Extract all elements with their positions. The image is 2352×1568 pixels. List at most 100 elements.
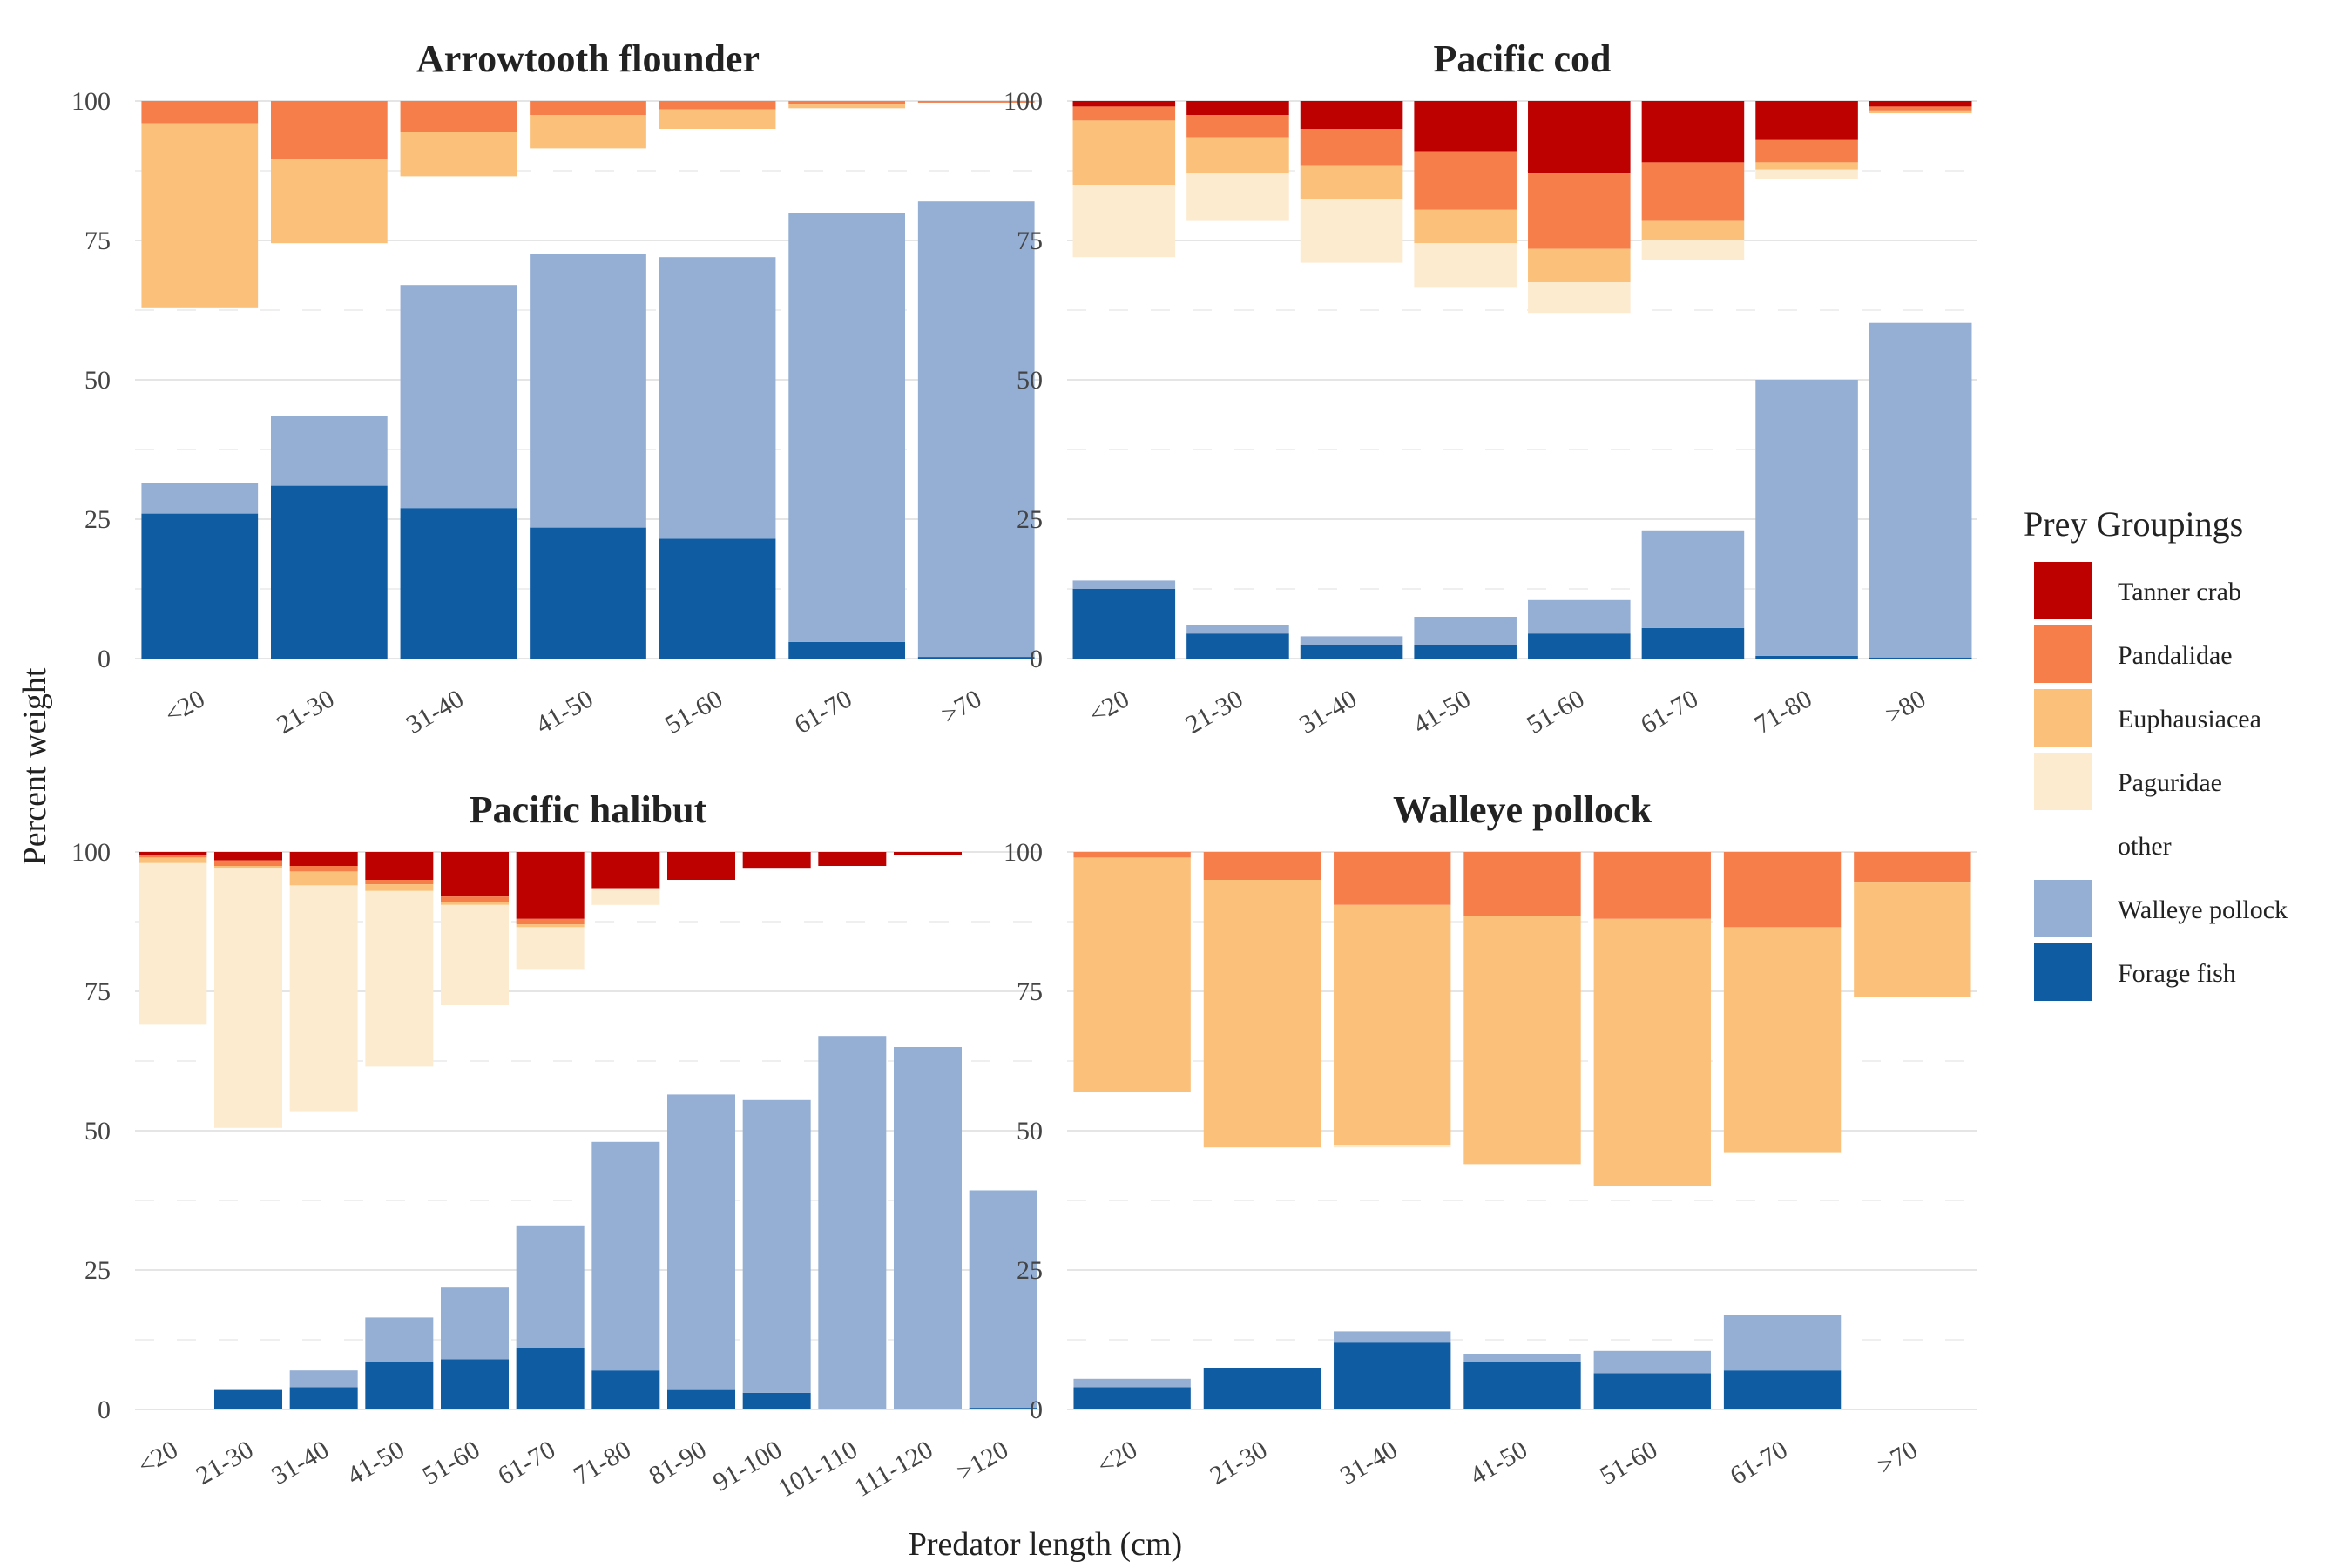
y-tick-label: 50 <box>84 366 111 395</box>
bar-paguridae-21-30 <box>214 868 282 1128</box>
bar-euphausiacea-gt70 <box>1854 882 1971 997</box>
bar-forage-fish-gt80 <box>1869 657 1972 659</box>
bar-tanner-crab-101-110 <box>818 852 887 866</box>
x-tick-label: 41-50 <box>531 684 598 740</box>
x-tick-label: 31-40 <box>1335 1435 1402 1490</box>
bar-tanner-crab-31-40 <box>289 852 358 866</box>
bar-paguridae-51-60 <box>441 904 509 1005</box>
bar-walleye-pollock-31-40 <box>1300 636 1403 645</box>
bar-forage-fish-61-70 <box>516 1348 585 1409</box>
bar-walleye-pollock-81-90 <box>667 1094 735 1390</box>
bar-pandalidae-21-30 <box>1186 115 1289 138</box>
bar-walleye-pollock-21-30 <box>1186 625 1289 634</box>
bar-forage-fish-21-30 <box>1186 633 1289 659</box>
panel-title: Pacific halibut <box>470 788 707 831</box>
y-tick-label: 25 <box>1017 1256 1043 1285</box>
bar-paguridae-31-40 <box>289 885 358 1112</box>
bar-euphausiacea-21-30 <box>1203 880 1321 1148</box>
bar-forage-fish-gt120 <box>969 1408 1037 1409</box>
bar-pandalidae-41-50 <box>365 880 434 885</box>
bar-walleye-pollock-71-80 <box>1755 380 1858 656</box>
bar-pandalidae-21-30 <box>1203 852 1321 880</box>
legend-label: Pandalidae <box>2118 641 2233 670</box>
bar-euphausiacea-61-70 <box>1723 927 1842 1153</box>
bar-walleye-pollock-31-40 <box>400 285 517 509</box>
panel-walleye-pollock: 0 25 50 75 100 Walleye pollock <20 21-30 31-40 41… <box>1004 788 1977 1490</box>
x-tick-label: >70 <box>936 684 986 729</box>
x-tick-label: 101-110 <box>774 1435 862 1503</box>
bar-pandalidae-21-30 <box>271 101 388 160</box>
bar-euphausiacea-31-40 <box>1300 165 1403 199</box>
bar-tanner-crab-41-50 <box>365 852 434 880</box>
bar-pandalidae-31-40 <box>400 101 517 132</box>
x-tick-label: <20 <box>160 684 210 729</box>
x-tick-label: 61-70 <box>493 1435 560 1490</box>
bar-pandalidae-gt70 <box>1854 852 1971 883</box>
legend-label: Forage fish <box>2118 959 2236 988</box>
bar-euphausiacea-51-60 <box>1528 248 1631 282</box>
y-tick-label: 100 <box>71 87 111 116</box>
bar-pandalidae-lt20 <box>139 855 207 858</box>
bar-euphausiacea-41-50 <box>530 115 646 149</box>
bar-euphausiacea-71-80 <box>1755 162 1858 170</box>
bar-forage-fish-41-50 <box>1414 645 1517 659</box>
panel-title: Arrowtooth flounder <box>416 37 760 80</box>
bar-euphausiacea-31-40 <box>1334 904 1451 1145</box>
bar-walleye-pollock-gt120 <box>969 1190 1037 1409</box>
y-tick-label: 0 <box>98 645 111 673</box>
bar-paguridae-61-70 <box>1641 240 1745 260</box>
bar-pandalidae-lt20 <box>1072 106 1176 121</box>
bar-paguridae-31-40 <box>1334 1145 1451 1148</box>
bar-paguridae-71-80 <box>1755 169 1858 179</box>
x-tick-label: 21-30 <box>1205 1435 1272 1490</box>
bar-walleye-pollock-41-50 <box>365 1317 434 1362</box>
bar-euphausiacea-41-50 <box>365 884 434 891</box>
bar-forage-fish-51-60 <box>1593 1373 1711 1409</box>
y-tick-label: 100 <box>1004 838 1043 867</box>
bar-pandalidae-61-70 <box>1723 852 1842 928</box>
bar-paguridae-61-70 <box>516 927 585 970</box>
legend-entry-tanner-crab: Tanner crab <box>2034 562 2241 619</box>
bar-paguridae-51-60 <box>1528 282 1631 314</box>
y-tick-label: 100 <box>71 838 111 867</box>
x-tick-label: 31-40 <box>1294 684 1362 740</box>
bar-pandalidae-41-50 <box>1463 852 1581 916</box>
y-tick-label: 50 <box>1017 366 1043 395</box>
bar-euphausiacea-41-50 <box>1463 916 1581 1165</box>
bar-walleye-pollock-31-40 <box>1334 1331 1451 1343</box>
bar-euphausiacea-51-60 <box>1593 918 1711 1186</box>
bar-pandalidae-51-60 <box>1593 852 1711 919</box>
bar-tanner-crab-41-50 <box>1414 101 1517 152</box>
x-axis-title: Predator length (cm) <box>909 1526 1182 1563</box>
bar-pandalidae-31-40 <box>289 866 358 872</box>
bar-forage-fish-51-60 <box>1528 633 1631 659</box>
bar-tanner-crab-lt20 <box>139 852 207 855</box>
x-tick-label: <20 <box>133 1435 183 1480</box>
bar-pandalidae-51-60 <box>659 101 776 110</box>
bar-walleye-pollock-41-50 <box>530 254 646 528</box>
bar-tanner-crab-81-90 <box>667 852 735 880</box>
bar-walleye-pollock-21-30 <box>271 416 388 486</box>
bar-walleye-pollock-51-60 <box>1528 599 1631 634</box>
x-tick-label: 61-70 <box>790 684 857 740</box>
bar-euphausiacea-21-30 <box>1186 137 1289 174</box>
bar-forage-fish-41-50 <box>1463 1362 1581 1409</box>
x-tick-label: 41-50 <box>1409 684 1476 740</box>
panel-title: Pacific cod <box>1433 37 1611 80</box>
bar-tanner-crab-61-70 <box>1641 101 1745 163</box>
legend-swatch <box>2034 562 2092 619</box>
bar-tanner-crab-71-80 <box>591 852 660 889</box>
legend-entry-other: other <box>2034 816 2172 874</box>
bar-pandalidae-61-70 <box>788 101 905 105</box>
bar-pandalidae-41-50 <box>530 101 646 115</box>
x-tick-label: 71-80 <box>1749 684 1816 740</box>
legend-title: Prey Groupings <box>2024 504 2243 544</box>
bar-forage-fish-gt70 <box>917 657 1035 659</box>
bar-euphausiacea-51-60 <box>441 902 509 905</box>
x-tick-label: 21-30 <box>1180 684 1247 740</box>
bar-walleye-pollock-111-120 <box>894 1047 962 1409</box>
legend-label: Euphausiacea <box>2118 705 2261 733</box>
bar-pandalidae-31-40 <box>1334 852 1451 905</box>
bar-forage-fish-51-60 <box>659 538 776 659</box>
